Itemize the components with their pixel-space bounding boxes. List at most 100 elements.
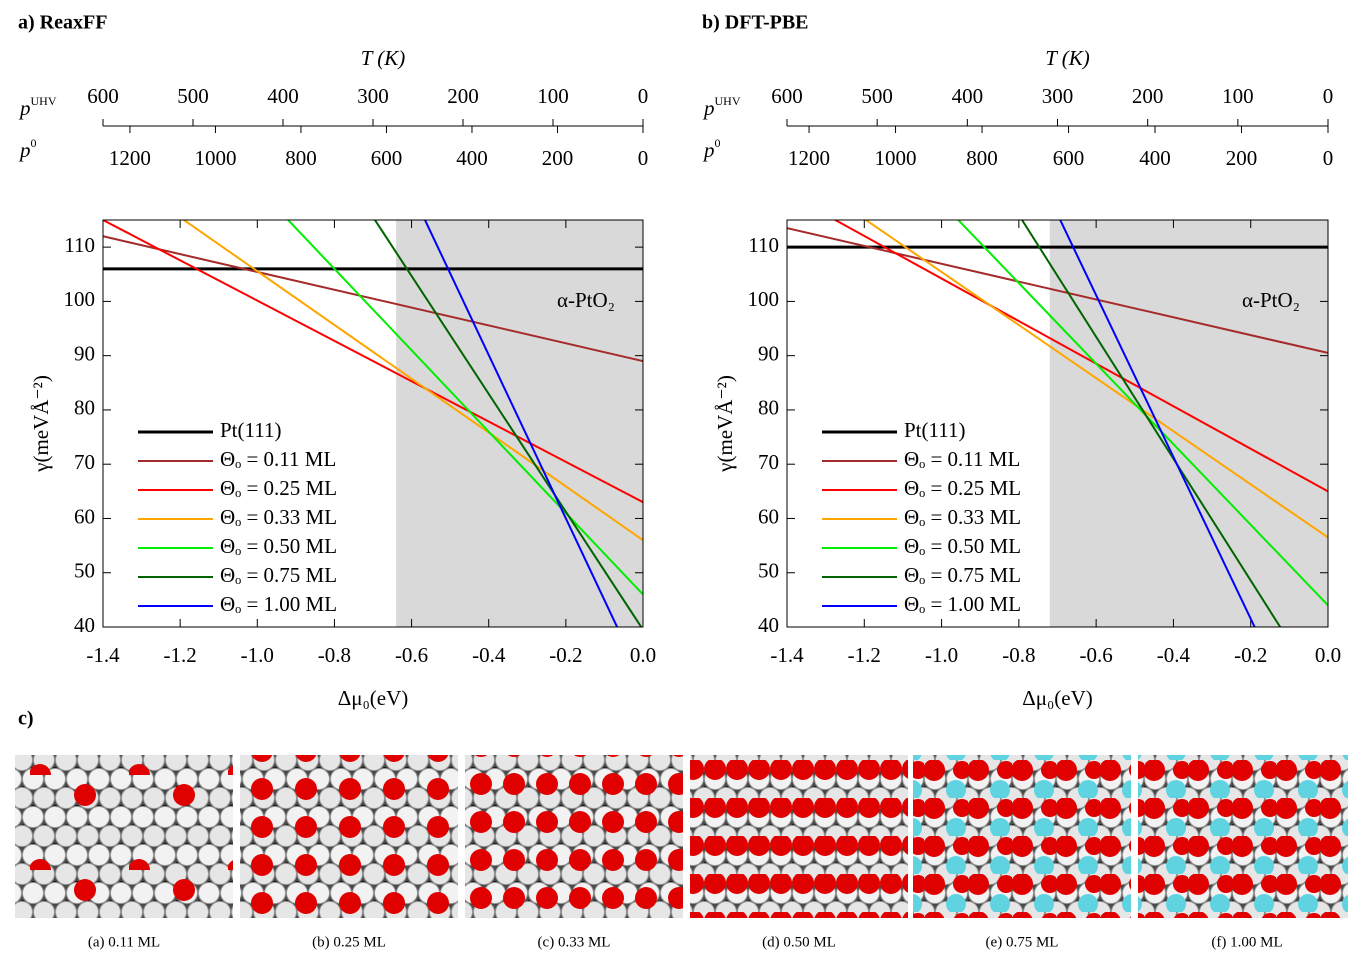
shade-label: α-PtO₂ bbox=[1242, 288, 1300, 312]
y-tick-label: 110 bbox=[748, 233, 779, 257]
x-axis-label: Δμ₀(eV) bbox=[1022, 686, 1093, 710]
legend-label: Θₒ = 0.75 ML bbox=[904, 563, 1021, 587]
line bbox=[1020, 220, 1282, 627]
top-tick-label: 200 bbox=[1226, 146, 1258, 170]
line bbox=[833, 220, 1328, 493]
top-tick-label: 200 bbox=[542, 146, 574, 170]
y-tick-label: 90 bbox=[758, 341, 779, 365]
structure-panels: c) bbox=[15, 708, 1348, 918]
legend-label: Θₒ = 0.33 ML bbox=[220, 505, 337, 529]
structure-image bbox=[690, 755, 908, 918]
legend-label: Θₒ = 0.25 ML bbox=[220, 476, 337, 500]
shaded-region bbox=[1049, 220, 1328, 627]
y-tick-label: 100 bbox=[748, 287, 780, 311]
legend-label: Θₒ = 0.11 ML bbox=[220, 447, 336, 471]
legend-label: Θₒ = 0.75 ML bbox=[220, 563, 337, 587]
x-tick-label: 0.0 bbox=[1315, 643, 1341, 667]
structure-image bbox=[465, 755, 683, 918]
legend-label: Θₒ = 1.00 ML bbox=[904, 592, 1021, 616]
y-tick-label: 60 bbox=[758, 504, 779, 528]
image-caption: (f) 1.00 ML bbox=[1211, 934, 1282, 950]
x-tick-label: -0.6 bbox=[1080, 643, 1113, 667]
y-tick-label: 70 bbox=[74, 450, 95, 474]
legend-label: Pt(111) bbox=[904, 418, 965, 442]
panel-title: a) ReaxFF bbox=[18, 12, 107, 34]
plot-frame bbox=[102, 219, 644, 628]
legend-label: Θₒ = 0.50 ML bbox=[220, 534, 337, 558]
y-tick-label: 80 bbox=[758, 396, 779, 420]
top-axis-label: pUHV bbox=[702, 94, 741, 120]
top-tick-label: 600 bbox=[1053, 146, 1085, 170]
x-tick-label: -0.4 bbox=[1157, 643, 1191, 667]
top-axis-label: p0 bbox=[702, 136, 721, 162]
structure-image bbox=[913, 755, 1131, 918]
top-tick-label: 400 bbox=[456, 146, 488, 170]
line bbox=[286, 220, 643, 596]
y-tick-label: 50 bbox=[74, 559, 95, 583]
y-axis-label: γ(meVÅ⁻²) bbox=[713, 375, 737, 473]
legend-label: Θₒ = 1.00 ML bbox=[220, 592, 337, 616]
line bbox=[956, 220, 1328, 606]
x-tick-label: -1.0 bbox=[241, 643, 274, 667]
y-tick-label: 110 bbox=[64, 233, 95, 257]
top-tick-label: 0 bbox=[1323, 84, 1334, 108]
top-tick-label: 500 bbox=[177, 84, 209, 108]
x-tick-label: -0.2 bbox=[1234, 643, 1267, 667]
top-tick-label: 400 bbox=[952, 84, 984, 108]
image-caption: (d) 0.50 ML bbox=[762, 934, 836, 950]
top-tick-label: 300 bbox=[1042, 84, 1074, 108]
y-axis-label: γ(meVÅ⁻²) bbox=[29, 375, 53, 473]
y-tick-label: 60 bbox=[74, 504, 95, 528]
top-tick-label: 600 bbox=[87, 84, 119, 108]
line bbox=[103, 235, 643, 363]
y-tick-label: 80 bbox=[74, 396, 95, 420]
top-axis-title: T (K) bbox=[361, 46, 406, 70]
top-tick-label: 0 bbox=[638, 84, 649, 108]
line bbox=[787, 227, 1328, 354]
top-tick-label: 1200 bbox=[788, 146, 830, 170]
top-tick-label: 100 bbox=[537, 84, 569, 108]
top-tick-label: 800 bbox=[966, 146, 998, 170]
x-tick-label: -1.4 bbox=[770, 643, 804, 667]
x-tick-label: -0.8 bbox=[1002, 643, 1035, 667]
structure-image bbox=[15, 755, 233, 918]
line bbox=[103, 220, 643, 504]
y-tick-label: 40 bbox=[758, 613, 779, 637]
legend-label: Θₒ = 0.25 ML bbox=[904, 476, 1021, 500]
y-tick-label: 90 bbox=[74, 341, 95, 365]
top-tick-label: 600 bbox=[771, 84, 803, 108]
x-tick-label: -0.4 bbox=[472, 643, 506, 667]
legend-label: Pt(111) bbox=[220, 418, 281, 442]
top-tick-label: 300 bbox=[357, 84, 389, 108]
line bbox=[423, 220, 619, 627]
x-tick-label: -1.0 bbox=[925, 643, 958, 667]
shaded-region bbox=[396, 220, 643, 627]
top-tick-label: 1000 bbox=[194, 146, 236, 170]
top-tick-label: 1000 bbox=[875, 146, 917, 170]
line bbox=[182, 220, 643, 541]
legend-label: Θₒ = 0.50 ML bbox=[904, 534, 1021, 558]
panel-title: b) DFT-PBE bbox=[702, 12, 809, 34]
x-tick-label: -0.8 bbox=[318, 643, 351, 667]
top-tick-label: 0 bbox=[1323, 146, 1334, 170]
structure-image bbox=[240, 755, 458, 918]
top-tick-label: 1200 bbox=[109, 146, 151, 170]
line bbox=[864, 220, 1328, 539]
top-axis-label: pUHV bbox=[18, 94, 57, 120]
top-tick-label: 200 bbox=[1132, 84, 1164, 108]
image-caption: (e) 0.75 ML bbox=[986, 934, 1059, 950]
top-tick-label: 600 bbox=[371, 146, 403, 170]
top-tick-label: 800 bbox=[285, 146, 317, 170]
x-tick-label: -0.6 bbox=[395, 643, 428, 667]
legend-label: Θₒ = 0.33 ML bbox=[904, 505, 1021, 529]
y-tick-label: 100 bbox=[64, 287, 96, 311]
panel-label: c) bbox=[18, 708, 34, 730]
x-tick-label: -1.4 bbox=[86, 643, 120, 667]
series-group bbox=[787, 220, 1328, 627]
legend-label: Θₒ = 0.11 ML bbox=[904, 447, 1020, 471]
top-tick-label: 500 bbox=[861, 84, 893, 108]
